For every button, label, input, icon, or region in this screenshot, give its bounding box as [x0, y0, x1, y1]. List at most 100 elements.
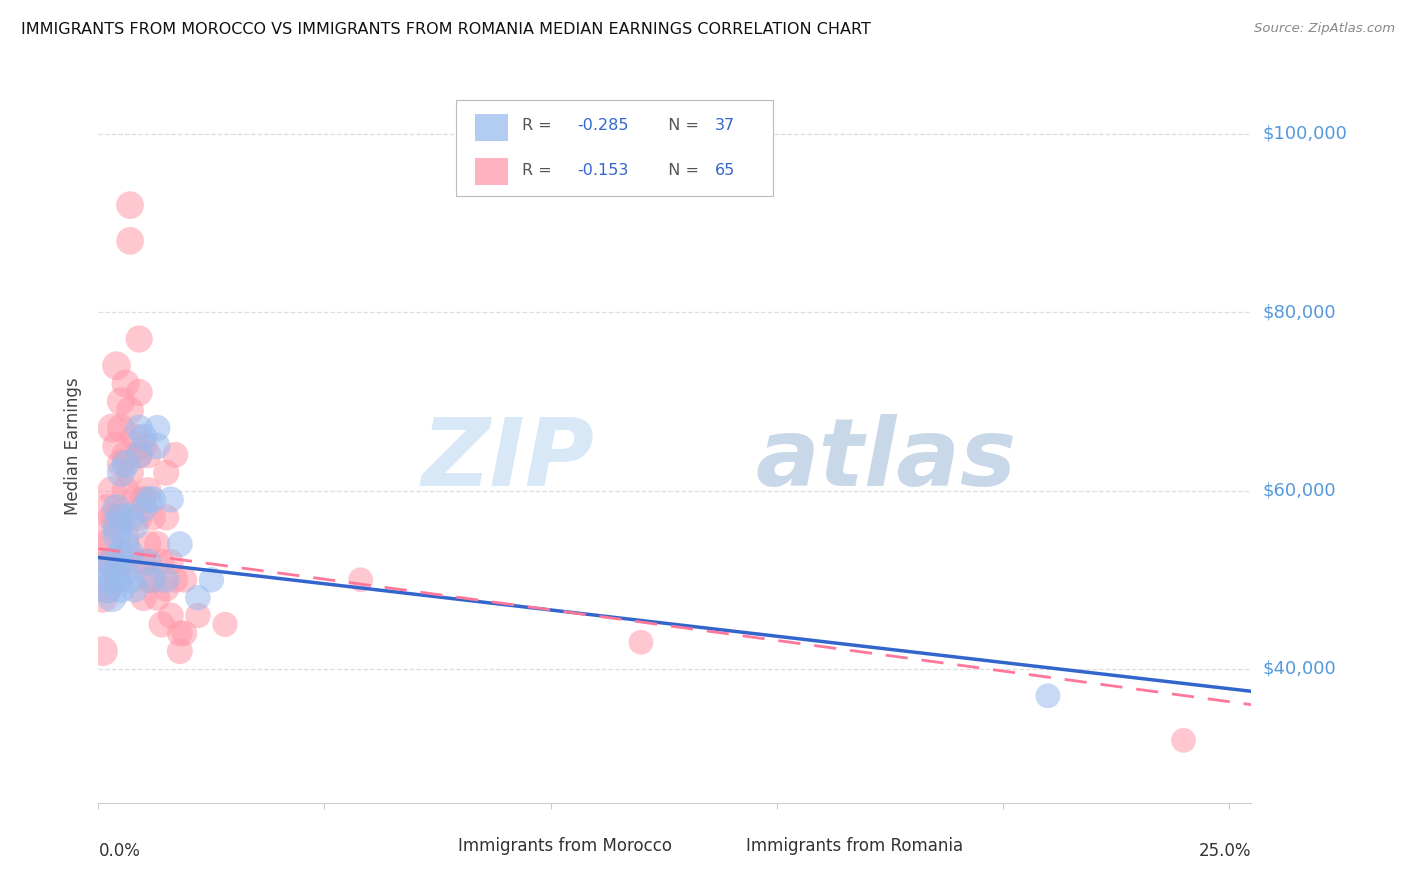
- Bar: [427, 837, 453, 856]
- Text: -0.153: -0.153: [576, 162, 628, 178]
- Point: [350, 573, 373, 587]
- Point: [105, 573, 128, 587]
- Point: [96, 582, 118, 596]
- Point: [150, 617, 173, 632]
- Point: [155, 582, 177, 596]
- Point: [136, 555, 159, 569]
- Point: [101, 591, 124, 605]
- Point: [132, 591, 155, 605]
- Point: [120, 403, 142, 417]
- Point: [110, 394, 132, 409]
- Point: [96, 555, 118, 569]
- Point: [114, 537, 136, 551]
- Text: -0.285: -0.285: [576, 118, 628, 133]
- Point: [105, 501, 128, 516]
- Point: [1173, 733, 1195, 747]
- Point: [187, 591, 209, 605]
- Point: [91, 564, 114, 578]
- Point: [105, 439, 128, 453]
- Point: [128, 385, 150, 400]
- Point: [142, 492, 165, 507]
- Point: [132, 439, 155, 453]
- Point: [150, 555, 173, 569]
- Point: [159, 608, 181, 623]
- Point: [105, 519, 128, 533]
- Point: [110, 510, 132, 524]
- Point: [169, 644, 191, 658]
- Point: [173, 626, 195, 640]
- Text: R =: R =: [522, 118, 557, 133]
- Point: [114, 483, 136, 498]
- Point: [105, 510, 128, 524]
- Point: [96, 501, 118, 516]
- Point: [120, 466, 142, 480]
- Point: [187, 608, 209, 623]
- Point: [96, 582, 118, 596]
- Text: R =: R =: [522, 162, 557, 178]
- Point: [214, 617, 236, 632]
- Text: $40,000: $40,000: [1263, 660, 1336, 678]
- Point: [132, 555, 155, 569]
- Point: [120, 573, 142, 587]
- Point: [96, 537, 118, 551]
- Point: [114, 376, 136, 391]
- Point: [173, 573, 195, 587]
- Point: [101, 555, 124, 569]
- Point: [120, 198, 142, 212]
- Point: [124, 519, 146, 533]
- Point: [120, 546, 142, 560]
- Text: 37: 37: [716, 118, 735, 133]
- Point: [155, 573, 177, 587]
- Point: [114, 448, 136, 462]
- Point: [142, 573, 165, 587]
- Point: [146, 537, 169, 551]
- Y-axis label: Median Earnings: Median Earnings: [65, 377, 83, 515]
- Point: [136, 537, 159, 551]
- Point: [146, 439, 169, 453]
- Point: [105, 528, 128, 542]
- Point: [136, 448, 159, 462]
- Point: [101, 483, 124, 498]
- Text: ZIP: ZIP: [422, 414, 595, 507]
- Point: [128, 332, 150, 346]
- Text: 0.0%: 0.0%: [98, 842, 141, 860]
- Bar: [475, 158, 508, 186]
- Point: [630, 635, 652, 649]
- Point: [136, 483, 159, 498]
- Text: 25.0%: 25.0%: [1199, 842, 1251, 860]
- Point: [132, 430, 155, 444]
- Point: [124, 582, 146, 596]
- Point: [128, 448, 150, 462]
- Point: [1036, 689, 1059, 703]
- Point: [128, 421, 150, 435]
- Text: $100,000: $100,000: [1263, 125, 1347, 143]
- Bar: [716, 837, 741, 856]
- Point: [96, 573, 118, 587]
- Point: [132, 492, 155, 507]
- Bar: [475, 113, 508, 141]
- Point: [91, 528, 114, 542]
- Point: [124, 430, 146, 444]
- Point: [165, 448, 187, 462]
- Point: [110, 510, 132, 524]
- Text: N =: N =: [658, 118, 704, 133]
- FancyBboxPatch shape: [456, 100, 773, 196]
- Text: $80,000: $80,000: [1263, 303, 1336, 321]
- Point: [101, 510, 124, 524]
- Point: [146, 591, 169, 605]
- Text: Immigrants from Romania: Immigrants from Romania: [747, 838, 963, 855]
- Point: [155, 510, 177, 524]
- Point: [105, 564, 128, 578]
- Point: [165, 573, 187, 587]
- Text: IMMIGRANTS FROM MOROCCO VS IMMIGRANTS FROM ROMANIA MEDIAN EARNINGS CORRELATION C: IMMIGRANTS FROM MOROCCO VS IMMIGRANTS FR…: [21, 22, 870, 37]
- Text: Source: ZipAtlas.com: Source: ZipAtlas.com: [1254, 22, 1395, 36]
- Point: [110, 546, 132, 560]
- Point: [110, 421, 132, 435]
- Text: 65: 65: [716, 162, 735, 178]
- Point: [110, 457, 132, 471]
- Point: [169, 626, 191, 640]
- Point: [132, 501, 155, 516]
- Point: [142, 573, 165, 587]
- Point: [159, 492, 181, 507]
- Point: [110, 582, 132, 596]
